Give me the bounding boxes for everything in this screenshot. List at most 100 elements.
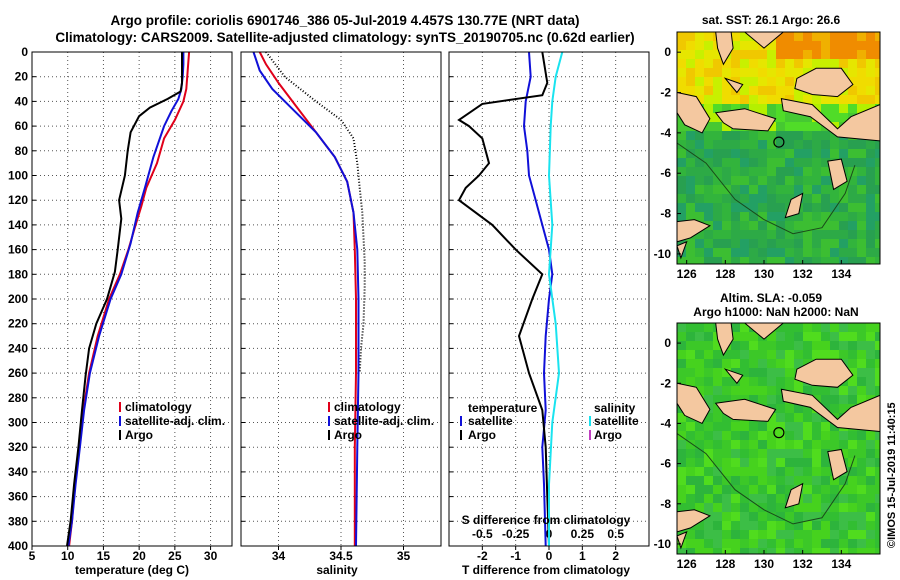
map-cell — [875, 77, 880, 86]
map-cell — [758, 239, 767, 248]
map-cell — [758, 494, 767, 503]
map-cell — [767, 122, 776, 131]
map-cell — [821, 521, 830, 530]
map-cell — [677, 431, 686, 440]
map-cell — [740, 368, 749, 377]
map-cell — [839, 476, 848, 485]
map-cell — [848, 476, 857, 485]
map-cell — [875, 440, 880, 449]
map-cell — [704, 485, 713, 494]
map-cell — [848, 248, 857, 257]
map-cell — [740, 458, 749, 467]
temperature-series-argo — [66, 52, 183, 547]
map-cell — [857, 140, 866, 149]
salinity-panel: 34 34.5 35 — [240, 51, 442, 563]
map-cell — [758, 59, 767, 68]
map-cell — [695, 386, 704, 395]
map-cell — [704, 167, 713, 176]
map-cell — [758, 230, 767, 239]
map-cell — [767, 350, 776, 359]
map-cell — [821, 95, 830, 104]
map-cell — [812, 176, 821, 185]
legend-label-s-satellite: satellite — [594, 414, 639, 428]
map-cell — [767, 440, 776, 449]
depth-tick-label: 120 — [8, 193, 28, 207]
map-cell — [785, 32, 794, 41]
map-cell — [866, 368, 875, 377]
map-cell — [821, 503, 830, 512]
map-cell — [848, 449, 857, 458]
map-cell — [695, 323, 704, 332]
map-cell — [767, 50, 776, 59]
map-cell — [713, 530, 722, 539]
map-cell — [875, 185, 880, 194]
map-cell — [686, 476, 695, 485]
map-cell — [722, 104, 731, 113]
map-cell — [713, 68, 722, 77]
map-cell — [695, 368, 704, 377]
map-cell — [785, 194, 794, 203]
map-cell — [713, 341, 722, 350]
map-cell — [857, 149, 866, 158]
map-cell — [812, 431, 821, 440]
map-cell — [803, 203, 812, 212]
map-cell — [758, 521, 767, 530]
map-cell — [812, 50, 821, 59]
map-cell — [767, 449, 776, 458]
map-cell — [695, 350, 704, 359]
map-cell — [749, 77, 758, 86]
map-cell — [857, 59, 866, 68]
map-cell — [785, 431, 794, 440]
map-x-tick-label: 126 — [677, 557, 697, 571]
map-cell — [803, 194, 812, 203]
map-cell — [731, 386, 740, 395]
depth-tick-label: 100 — [8, 169, 28, 183]
map-cell — [695, 485, 704, 494]
depth-tick-label: 40 — [15, 94, 29, 108]
map-cell — [857, 86, 866, 95]
map-cell — [686, 530, 695, 539]
map-cell — [803, 176, 812, 185]
map-y-tick-label: -6 — [660, 457, 671, 471]
map-cell — [704, 422, 713, 431]
map-cell — [749, 386, 758, 395]
map-cell — [776, 59, 785, 68]
map-cell — [785, 467, 794, 476]
map-cell — [740, 467, 749, 476]
map-cell — [857, 368, 866, 377]
map-cell — [722, 95, 731, 104]
map-cell — [713, 230, 722, 239]
depth-tick-label: 180 — [8, 267, 28, 281]
map-cell — [713, 122, 722, 131]
map-cell — [875, 539, 880, 548]
land-mass — [784, 192, 804, 219]
map-cell — [758, 104, 767, 113]
map-cell — [830, 521, 839, 530]
map-cell — [704, 140, 713, 149]
map-cell — [686, 167, 695, 176]
map-cell — [803, 512, 812, 521]
map-cell — [830, 248, 839, 257]
map-cell — [812, 230, 821, 239]
map-cell — [848, 332, 857, 341]
map-cell — [704, 95, 713, 104]
map-cell — [767, 248, 776, 257]
map-cell — [695, 449, 704, 458]
map-cell — [794, 359, 803, 368]
map-cell — [812, 131, 821, 140]
map-cell — [803, 95, 812, 104]
map-cell — [722, 539, 731, 548]
map-cell — [704, 257, 713, 264]
map-cell — [812, 476, 821, 485]
map-cell — [857, 323, 866, 332]
map-y-tick-label: -2 — [660, 86, 671, 100]
sst-map: 126 128 130 132 134 0 -2 -4 -6 -8 -10 — [654, 31, 881, 281]
map-cell — [839, 239, 848, 248]
map-cell — [695, 332, 704, 341]
map-cell — [839, 59, 848, 68]
map-cell — [722, 413, 731, 422]
map-cell — [731, 32, 740, 41]
map-cell — [686, 248, 695, 257]
map-cell — [830, 332, 839, 341]
map-cell — [704, 239, 713, 248]
